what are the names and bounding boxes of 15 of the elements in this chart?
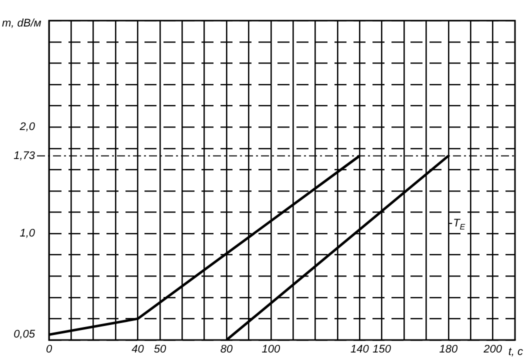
x-tick-label: 140 xyxy=(350,344,370,356)
x-tick-label: 0 xyxy=(46,344,53,356)
x-axis-title: t, c xyxy=(508,346,524,358)
x-tick-label: 80 xyxy=(220,344,234,356)
y-tick-label: 2,0 xyxy=(18,121,36,134)
y-tick-label: 1,73 xyxy=(14,150,36,162)
x-tick-label: 100 xyxy=(262,344,281,356)
x-tick-label: 50 xyxy=(154,344,167,356)
x-tick-label: 180 xyxy=(439,344,458,356)
x-tick-label: 150 xyxy=(372,344,392,356)
y-axis-title: m, dB/м xyxy=(2,18,42,30)
y-tick-label: 0,05 xyxy=(14,328,36,341)
x-tick-label: 200 xyxy=(482,344,503,356)
y-tick-label: 1,0 xyxy=(20,228,36,240)
x-tick-label: 40 xyxy=(132,344,145,356)
